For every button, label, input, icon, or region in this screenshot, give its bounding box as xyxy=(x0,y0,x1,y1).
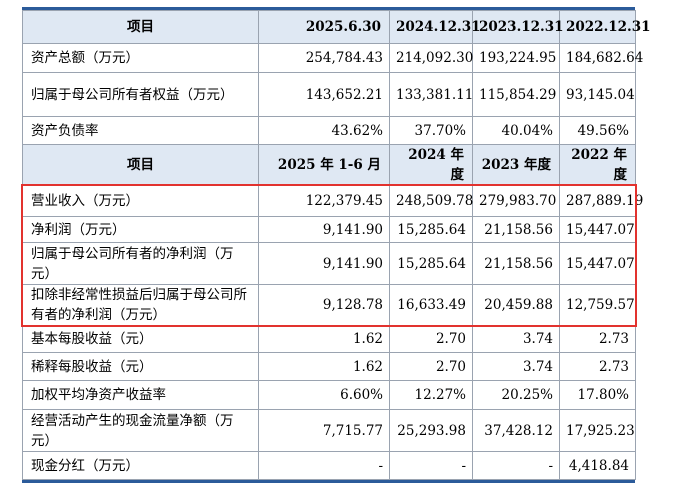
header-cell: 2024.12.31 xyxy=(389,10,481,44)
value-cell: 9,141.90 xyxy=(258,242,390,285)
table-row: 资产总额（万元） 254,784.43 214,092.30 193,224.9… xyxy=(22,43,643,73)
value-cell: 6.60% xyxy=(258,380,390,410)
value-cell: 20.25% xyxy=(472,380,560,410)
value-cell: 15,285.64 xyxy=(389,216,473,243)
value-cell: 279,983.70 xyxy=(472,185,560,217)
header-row-balance: 项目 2025.6.30 2024.12.31 2023.12.31 2022.… xyxy=(22,10,651,44)
value-cell: 15,447.07 xyxy=(559,242,636,285)
table-row: 资产负债率 43.62% 37.70% 40.04% 49.56% xyxy=(22,116,636,145)
row-label: 经营活动产生的现金流量净额（万元） xyxy=(22,409,259,452)
row-label: 资产负债率 xyxy=(22,116,259,145)
header-cell: 2025 年 1-6 月 xyxy=(258,144,390,186)
value-cell: 287,889.19 xyxy=(559,185,643,217)
row-label: 归属于母公司所有者权益（万元） xyxy=(22,72,259,117)
top-rule xyxy=(22,7,635,10)
value-cell: 3.74 xyxy=(472,352,560,381)
value-cell: 21,158.56 xyxy=(472,242,560,285)
table-row: 净利润（万元） 9,141.90 15,285.64 21,158.56 15,… xyxy=(22,216,636,243)
value-cell: 184,682.64 xyxy=(559,43,643,73)
financial-table-container: 项目 2025.6.30 2024.12.31 2023.12.31 2022.… xyxy=(22,7,651,483)
value-cell: 12.27% xyxy=(389,380,473,410)
row-label: 营业收入（万元） xyxy=(22,185,259,217)
table-row: 基本每股收益（元） 1.62 2.70 3.74 2.73 xyxy=(22,325,636,353)
value-cell: 2.73 xyxy=(559,325,636,353)
header-cell: 2025.6.30 xyxy=(258,10,390,44)
row-label: 净利润（万元） xyxy=(22,216,259,243)
value-cell: 2.73 xyxy=(559,352,636,381)
value-cell: 20,459.88 xyxy=(472,284,560,326)
bottom-rule xyxy=(22,479,635,483)
value-cell: 1.62 xyxy=(258,325,390,353)
row-label: 稀释每股收益（元） xyxy=(22,352,259,381)
value-cell: - xyxy=(389,451,473,480)
table-row: 现金分红（万元） - - - 4,418.84 xyxy=(22,451,636,480)
value-cell: 25,293.98 xyxy=(389,409,473,452)
value-cell: 9,128.78 xyxy=(258,284,390,326)
value-cell: 214,092.30 xyxy=(389,43,473,73)
value-cell: 93,145.04 xyxy=(559,72,636,117)
value-cell: 43.62% xyxy=(258,116,390,145)
table-row: 加权平均净资产收益率 6.60% 12.27% 20.25% 17.80% xyxy=(22,380,636,410)
header-cell: 2022 年度 xyxy=(559,144,636,186)
header-cell: 2023 年度 xyxy=(472,144,560,186)
value-cell: 193,224.95 xyxy=(472,43,560,73)
value-cell: 3.74 xyxy=(472,325,560,353)
value-cell: 143,652.21 xyxy=(258,72,390,117)
header-cell: 2023.12.31 xyxy=(472,10,564,44)
table-row: 营业收入（万元） 122,379.45 248,509.78 279,983.7… xyxy=(22,185,643,217)
value-cell: 37.70% xyxy=(389,116,473,145)
value-cell: 4,418.84 xyxy=(559,451,636,480)
value-cell: 21,158.56 xyxy=(472,216,560,243)
value-cell: 15,285.64 xyxy=(389,242,473,285)
value-cell: 17,925.23 xyxy=(559,409,636,452)
row-label: 加权平均净资产收益率 xyxy=(22,380,259,410)
header-row-income: 项目 2025 年 1-6 月 2024 年度 2023 年度 2022 年度 xyxy=(22,144,636,186)
value-cell: 1.62 xyxy=(258,352,390,381)
table-row: 经营活动产生的现金流量净额（万元） 7,715.77 25,293.98 37,… xyxy=(22,409,636,452)
value-cell: 2.70 xyxy=(389,325,473,353)
value-cell: 12,759.57 xyxy=(559,284,636,326)
header-cell: 项目 xyxy=(22,10,259,44)
value-cell: - xyxy=(472,451,560,480)
table-row: 扣除非经常性损益后归属于母公司所有者的净利润（万元） 9,128.78 16,6… xyxy=(22,284,636,326)
row-label: 扣除非经常性损益后归属于母公司所有者的净利润（万元） xyxy=(22,284,259,326)
value-cell: 2.70 xyxy=(389,352,473,381)
header-cell: 2024 年度 xyxy=(389,144,473,186)
value-cell: 133,381.11 xyxy=(389,72,473,117)
value-cell: 115,854.29 xyxy=(472,72,560,117)
value-cell: 122,379.45 xyxy=(258,185,390,217)
row-label: 归属于母公司所有者的净利润（万元） xyxy=(22,242,259,285)
value-cell: 37,428.12 xyxy=(472,409,560,452)
table-row: 归属于母公司所有者权益（万元） 143,652.21 133,381.11 11… xyxy=(22,72,636,117)
value-cell: 15,447.07 xyxy=(559,216,636,243)
value-cell: 16,633.49 xyxy=(389,284,473,326)
table-row: 归属于母公司所有者的净利润（万元） 9,141.90 15,285.64 21,… xyxy=(22,242,636,285)
header-cell: 项目 xyxy=(22,144,259,186)
value-cell: - xyxy=(258,451,390,480)
row-label: 基本每股收益（元） xyxy=(22,325,259,353)
value-cell: 7,715.77 xyxy=(258,409,390,452)
header-cell: 2022.12.31 xyxy=(559,10,651,44)
value-cell: 248,509.78 xyxy=(389,185,473,217)
value-cell: 9,141.90 xyxy=(258,216,390,243)
value-cell: 49.56% xyxy=(559,116,636,145)
value-cell: 254,784.43 xyxy=(258,43,390,73)
value-cell: 40.04% xyxy=(472,116,560,145)
table-row: 稀释每股收益（元） 1.62 2.70 3.74 2.73 xyxy=(22,352,636,381)
financial-table: 项目 2025.6.30 2024.12.31 2023.12.31 2022.… xyxy=(22,10,651,480)
row-label: 现金分红（万元） xyxy=(22,451,259,480)
row-label: 资产总额（万元） xyxy=(22,43,259,73)
value-cell: 17.80% xyxy=(559,380,636,410)
